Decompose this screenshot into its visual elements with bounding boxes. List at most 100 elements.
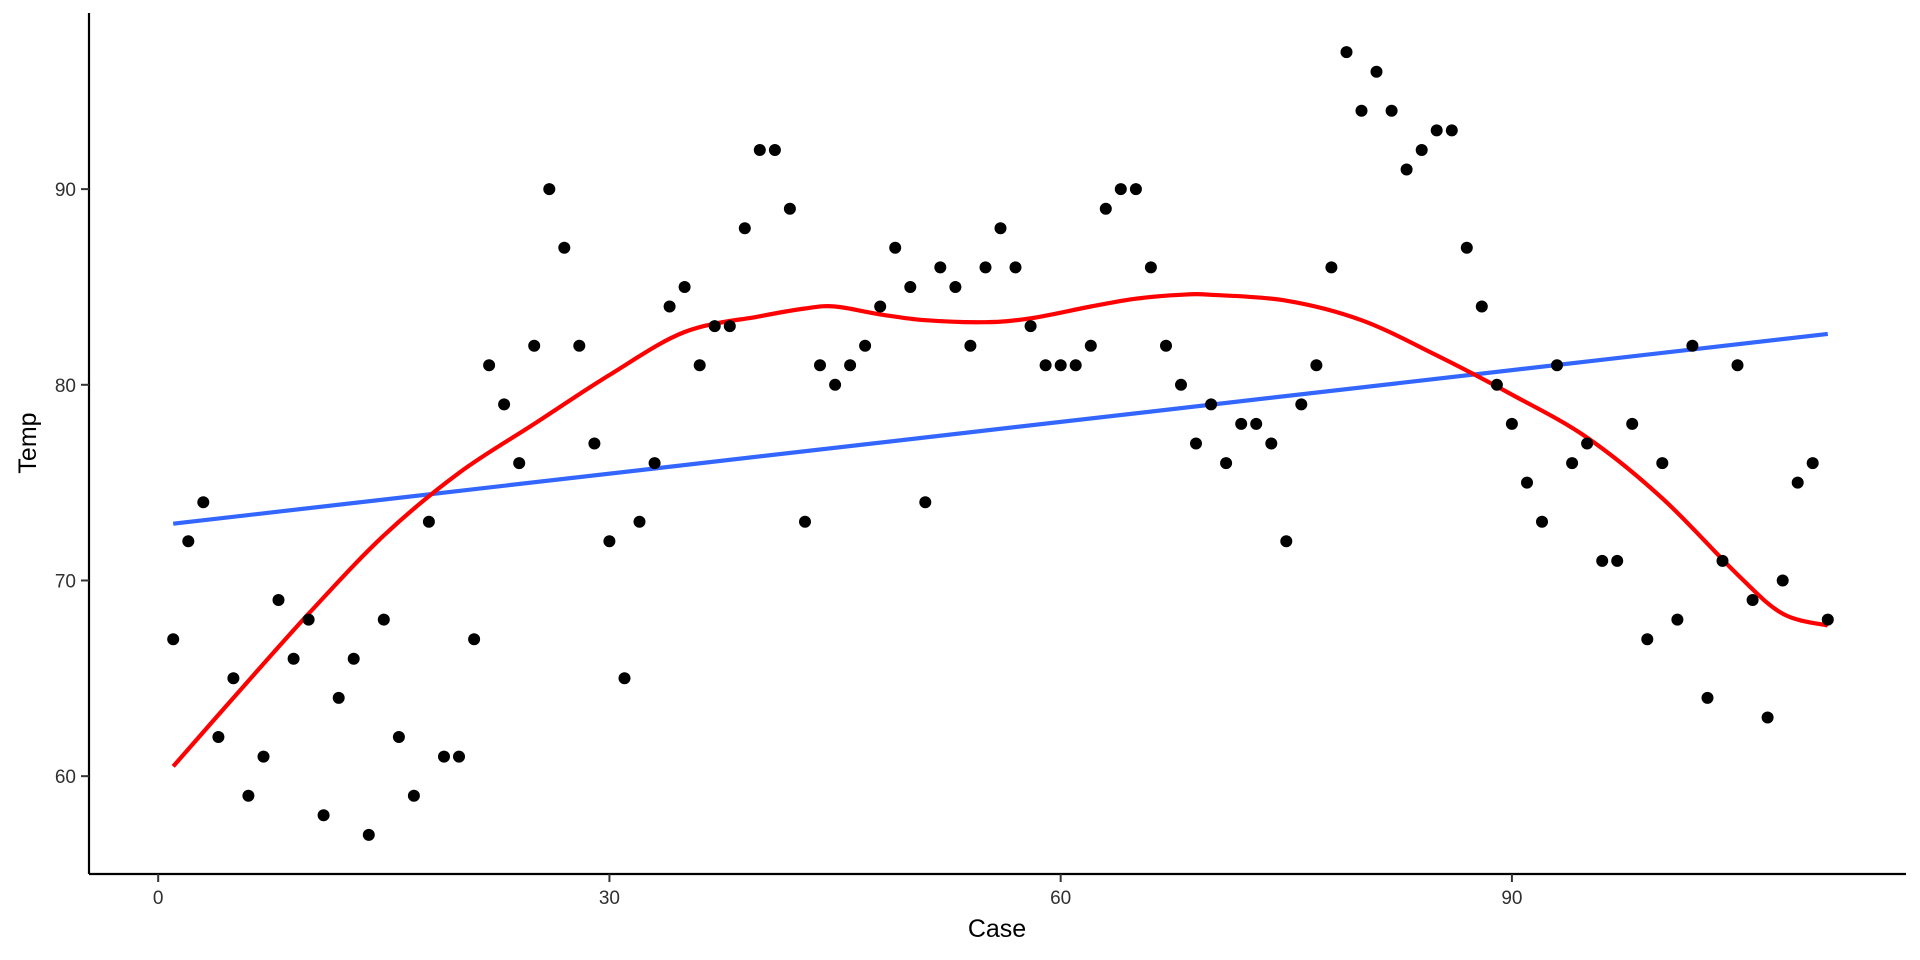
data-point: [708, 320, 721, 333]
data-point: [949, 281, 962, 293]
data-point: [1340, 46, 1353, 59]
data-point: [874, 300, 887, 313]
data-point: [182, 535, 195, 548]
data-point: [723, 320, 736, 333]
data-point: [242, 789, 255, 802]
data-point: [693, 359, 706, 372]
data-point: [1024, 320, 1037, 333]
data-point: [468, 633, 481, 646]
data-point: [167, 633, 180, 646]
fit-lines: [171, 292, 1829, 768]
data-point: [1054, 359, 1067, 372]
data-point: [934, 261, 947, 274]
data-point: [1084, 339, 1097, 352]
data-point: [1385, 104, 1398, 117]
data-point: [498, 398, 511, 411]
data-point: [1671, 613, 1684, 626]
data-point: [1205, 398, 1218, 411]
data-point: [633, 515, 646, 528]
data-point: [1144, 261, 1157, 274]
data-point: [1551, 359, 1563, 372]
data-point: [738, 222, 751, 235]
data-point: [1250, 417, 1263, 430]
data-point: [1641, 633, 1654, 646]
data-point: [1776, 574, 1789, 587]
data-point: [573, 339, 586, 352]
data-point: [753, 144, 766, 156]
data-point: [392, 731, 405, 743]
data-point: [844, 359, 857, 372]
data-point: [1566, 457, 1579, 470]
data-point: [1746, 594, 1759, 606]
data-point: [1821, 613, 1834, 626]
smooth-fit-line: [171, 292, 1829, 768]
data-point: [528, 339, 541, 352]
data-point: [422, 515, 435, 528]
data-point: [1761, 711, 1774, 724]
data-point: [1400, 163, 1413, 176]
data-point: [1175, 378, 1187, 391]
data-point: [964, 339, 977, 352]
y-axis-title: Temp: [14, 412, 42, 473]
data-point: [438, 750, 450, 763]
data-point: [1806, 457, 1819, 470]
data-point: [1445, 124, 1458, 137]
data-point: [1069, 359, 1082, 372]
data-point: [483, 359, 496, 372]
data-point: [1280, 535, 1293, 548]
data-point: [287, 652, 300, 665]
data-point: [588, 437, 601, 450]
data-points: [167, 46, 1834, 841]
data-point: [1596, 554, 1609, 567]
data-point: [1791, 476, 1804, 489]
data-point: [257, 750, 270, 763]
data-point: [513, 457, 526, 470]
data-point: [603, 535, 616, 548]
data-point: [1611, 554, 1624, 567]
data-point: [1099, 202, 1112, 215]
data-point: [362, 828, 375, 841]
data-point: [1490, 378, 1503, 391]
y-tick-label: 60: [55, 767, 76, 788]
data-point: [618, 672, 631, 685]
data-point: [1129, 183, 1142, 196]
data-point: [663, 300, 676, 313]
data-point: [1039, 359, 1052, 372]
data-point: [1160, 339, 1172, 352]
data-point: [1235, 417, 1248, 430]
data-point: [1656, 457, 1669, 470]
data-point: [1716, 554, 1729, 567]
data-point: [768, 144, 781, 156]
data-point: [1415, 144, 1428, 156]
data-point: [453, 750, 465, 763]
data-point: [829, 378, 842, 391]
data-point: [1009, 261, 1022, 274]
data-point: [1220, 457, 1233, 470]
data-point: [1265, 437, 1278, 450]
data-point: [889, 241, 902, 254]
data-point: [979, 261, 992, 274]
data-point: [1686, 339, 1699, 352]
data-point: [678, 281, 691, 293]
data-point: [1460, 241, 1473, 254]
data-point: [799, 515, 811, 528]
data-point: [197, 496, 210, 509]
data-point: [272, 594, 285, 606]
data-point: [1505, 417, 1518, 430]
x-tick-label: 30: [599, 888, 620, 909]
y-tick-label: 90: [55, 180, 76, 201]
data-point: [1521, 476, 1533, 489]
data-point: [377, 613, 390, 626]
data-point: [1581, 437, 1594, 450]
data-point: [302, 613, 315, 626]
data-point: [1114, 183, 1127, 196]
data-point: [1536, 515, 1548, 528]
data-point: [904, 281, 917, 293]
x-tick-label: 0: [153, 888, 164, 909]
data-point: [648, 457, 661, 470]
y-tick-label: 70: [55, 571, 76, 592]
data-point: [227, 672, 240, 685]
data-point: [1430, 124, 1443, 137]
data-point: [407, 789, 420, 802]
data-point: [558, 241, 571, 254]
